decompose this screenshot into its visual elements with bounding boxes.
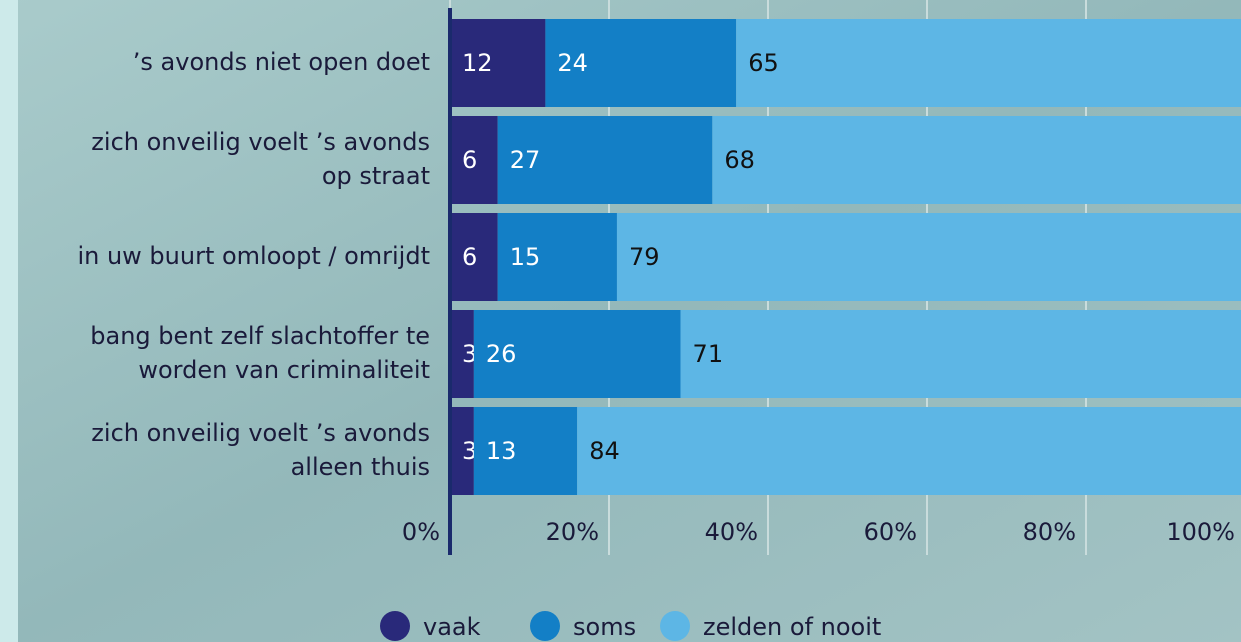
left-strip bbox=[0, 0, 18, 642]
value-label: 3 bbox=[462, 437, 477, 465]
value-label: 26 bbox=[486, 340, 517, 368]
bar-segment bbox=[577, 407, 1241, 495]
x-tick-label: 40% bbox=[705, 518, 758, 546]
value-label: 12 bbox=[462, 49, 493, 77]
value-label: 3 bbox=[462, 340, 477, 368]
bar-segment bbox=[497, 116, 713, 204]
x-tick-label: 100% bbox=[1166, 518, 1235, 546]
category-label: op straat bbox=[322, 162, 430, 190]
value-label: 68 bbox=[724, 146, 755, 174]
value-label: 6 bbox=[462, 243, 477, 271]
category-label: worden van criminaliteit bbox=[138, 356, 430, 384]
legend-label: zelden of nooit bbox=[703, 613, 881, 641]
category-label: ’s avonds niet open doet bbox=[133, 48, 430, 76]
bar-segment bbox=[616, 213, 1241, 301]
value-label: 84 bbox=[589, 437, 620, 465]
value-label: 79 bbox=[629, 243, 660, 271]
bar-segment bbox=[473, 407, 578, 495]
category-label: zich onveilig voelt ’s avonds bbox=[91, 128, 430, 156]
category-label: alleen thuis bbox=[291, 453, 430, 481]
value-label: 27 bbox=[510, 146, 541, 174]
category-label: zich onveilig voelt ’s avonds bbox=[91, 419, 430, 447]
bar-segment bbox=[450, 407, 474, 495]
bar-segment bbox=[450, 310, 474, 398]
value-label: 15 bbox=[510, 243, 541, 271]
bar-segment bbox=[450, 213, 498, 301]
x-tick-label: 80% bbox=[1023, 518, 1076, 546]
category-label: bang bent zelf slachtoffer te bbox=[90, 322, 430, 350]
x-tick-label: 60% bbox=[864, 518, 917, 546]
bar-segment bbox=[497, 213, 617, 301]
bar-segment bbox=[712, 116, 1241, 204]
x-tick-label: 20% bbox=[546, 518, 599, 546]
legend-swatch bbox=[530, 611, 560, 641]
legend-swatch bbox=[380, 611, 410, 641]
legend-label: soms bbox=[573, 613, 636, 641]
legend-swatch bbox=[660, 611, 690, 641]
x-tick-label: 0% bbox=[402, 518, 440, 546]
value-label: 71 bbox=[693, 340, 724, 368]
bar-segment bbox=[545, 19, 737, 107]
value-label: 24 bbox=[557, 49, 588, 77]
bar-segment bbox=[736, 19, 1241, 107]
bar-segment bbox=[450, 19, 546, 107]
category-label: in uw buurt omloopt / omrijdt bbox=[77, 242, 430, 270]
value-label: 13 bbox=[486, 437, 517, 465]
value-label: 65 bbox=[748, 49, 779, 77]
legend-label: vaak bbox=[423, 613, 481, 641]
bar-segment bbox=[473, 310, 681, 398]
bar-segment bbox=[450, 116, 498, 204]
value-label: 6 bbox=[462, 146, 477, 174]
bar-segment bbox=[680, 310, 1241, 398]
